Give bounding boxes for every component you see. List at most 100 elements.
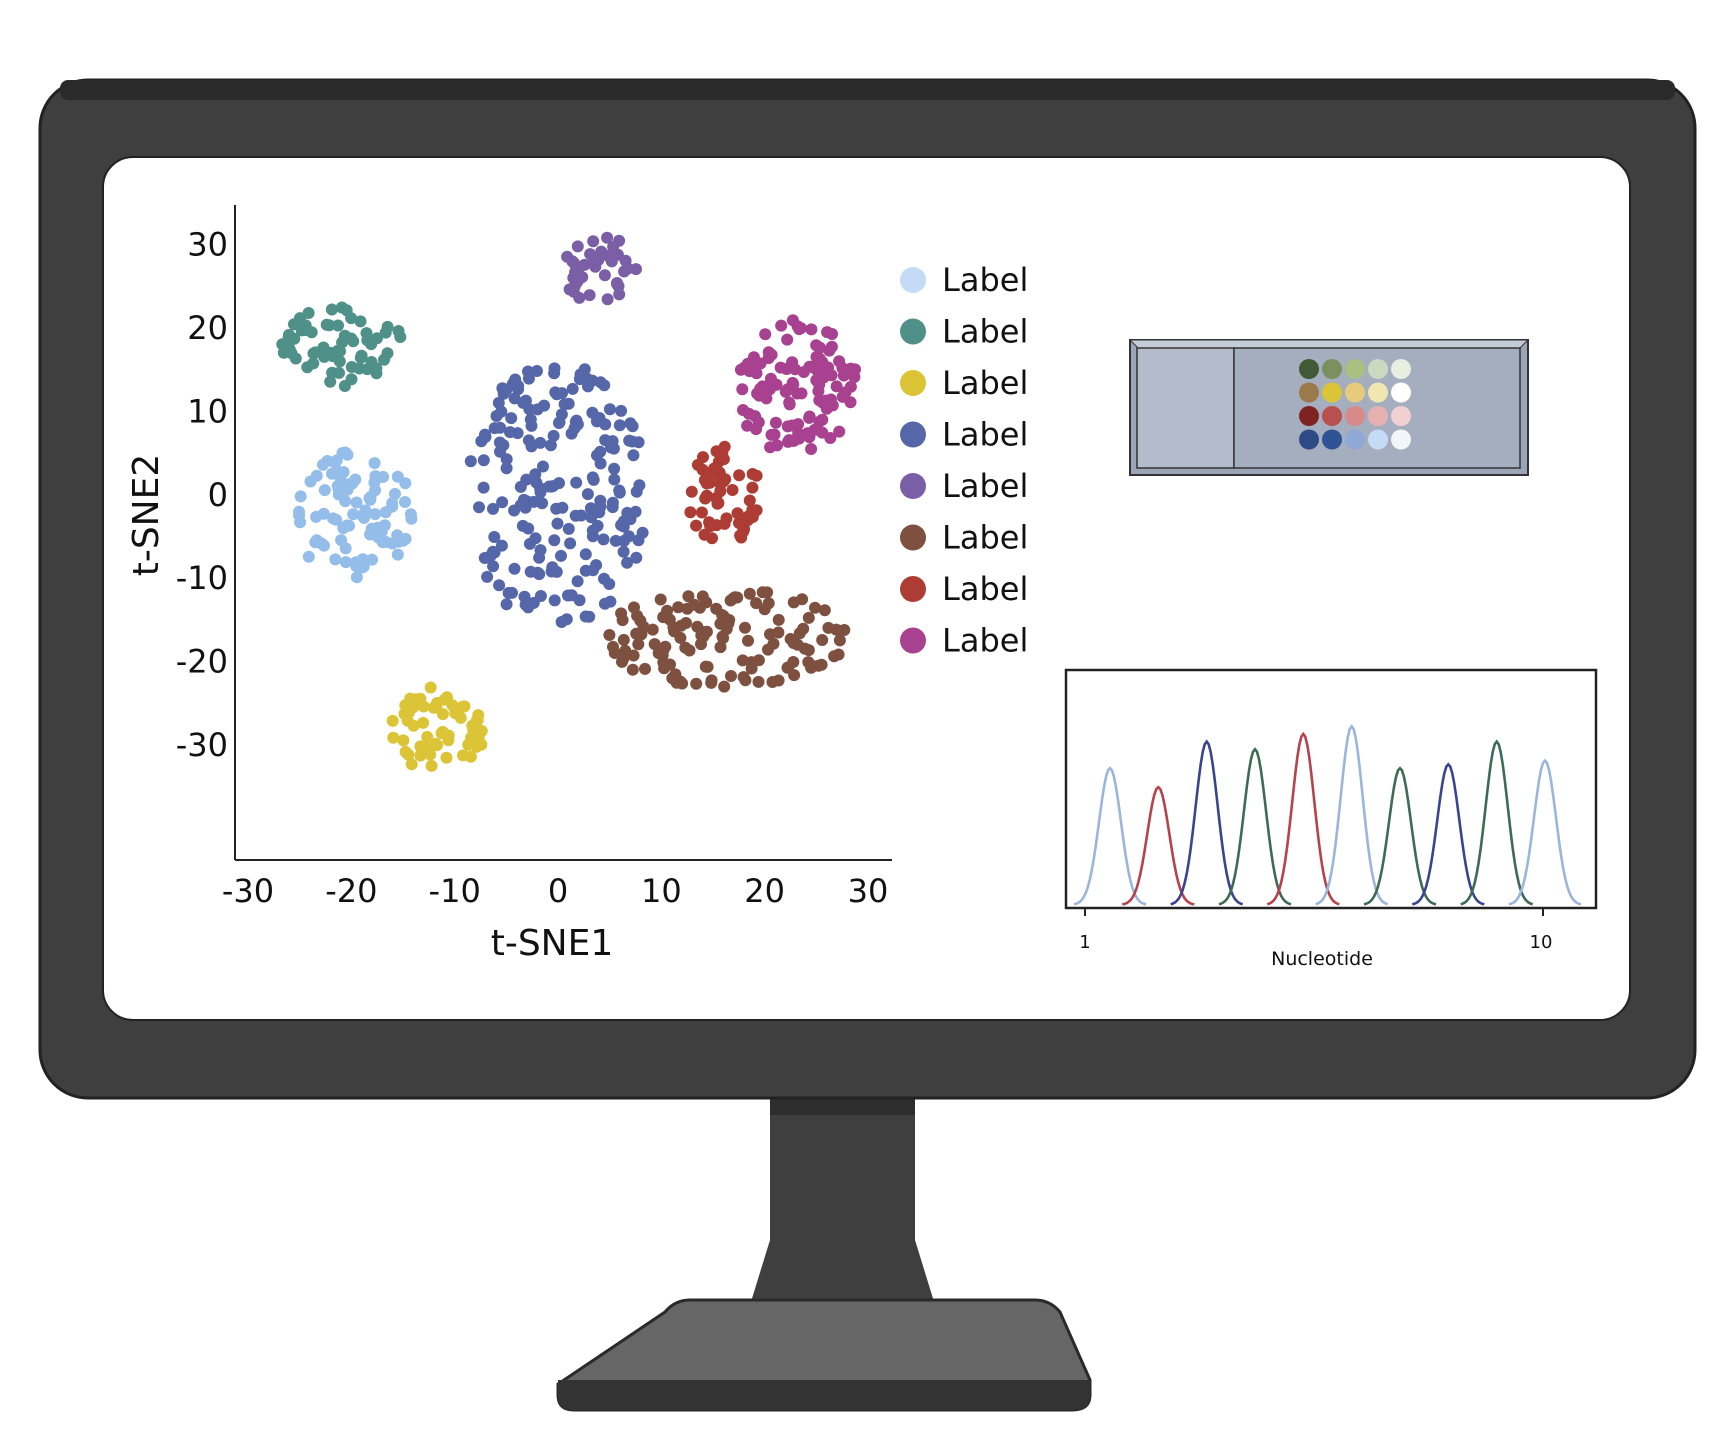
tsne-point-cluster-7 (746, 481, 759, 494)
tsne-point-cluster-4 (571, 575, 584, 588)
y-axis-label: t-SNE2 (126, 454, 167, 577)
legend-swatch (900, 627, 926, 654)
tsne-point-cluster-4 (568, 422, 581, 435)
tsne-point-cluster-4 (544, 439, 557, 452)
tsne-point-cluster-4 (633, 479, 646, 492)
tsne-point-cluster-6 (619, 644, 632, 657)
tsne-point-cluster-4 (581, 488, 594, 501)
tsne-point-cluster-2 (381, 320, 394, 333)
tsne-point-cluster-6 (720, 623, 733, 635)
tsne-point-cluster-8 (774, 361, 787, 374)
tsne-point-cluster-7 (696, 463, 709, 476)
tsne-point-cluster-8 (810, 339, 823, 352)
tsne-point-cluster-4 (477, 481, 490, 494)
tsne-point-cluster-6 (815, 658, 828, 671)
tsne-point-cluster-8 (737, 404, 749, 416)
tsne-point-cluster-8 (785, 419, 798, 432)
tsne-point-cluster-8 (768, 428, 781, 441)
tsne-point-cluster-4 (508, 562, 521, 575)
tsne-point-cluster-1 (369, 484, 382, 497)
y-tick-label: 10 (187, 392, 228, 430)
tsne-point-cluster-8 (844, 396, 857, 409)
plate-well (1391, 359, 1411, 379)
tsne-point-cluster-7 (726, 484, 739, 496)
tsne-point-cluster-6 (828, 650, 841, 663)
tsne-point-cluster-3 (414, 740, 427, 753)
tsne-point-cluster-1 (294, 490, 307, 503)
tsne-point-cluster-8 (826, 399, 839, 412)
legend-label: Label (942, 467, 1028, 505)
tsne-point-cluster-4 (566, 382, 579, 395)
tsne-point-cluster-8 (764, 372, 777, 385)
tsne-point-cluster-8 (769, 416, 782, 429)
tsne-point-cluster-7 (733, 469, 746, 482)
tsne-point-cluster-8 (783, 398, 796, 411)
tsne-point-cluster-4 (516, 519, 529, 532)
tsne-point-cluster-6 (646, 623, 659, 636)
tsne-point-cluster-6 (798, 642, 811, 655)
tsne-point-cluster-1 (349, 473, 362, 486)
tsne-point-cluster-4 (583, 610, 596, 623)
plate-well (1299, 429, 1319, 450)
tsne-point-cluster-1 (304, 475, 317, 488)
tsne-point-cluster-4 (506, 586, 518, 599)
tsne-point-cluster-4 (584, 502, 597, 515)
tsne-point-cluster-5 (601, 293, 614, 306)
tsne-point-cluster-4 (496, 382, 509, 395)
tsne-point-cluster-8 (741, 419, 754, 432)
tsne-point-cluster-6 (639, 662, 651, 675)
tsne-point-cluster-8 (787, 378, 800, 391)
tsne-point-cluster-6 (672, 601, 685, 614)
tsne-point-cluster-2 (305, 326, 318, 339)
tsne-point-cluster-1 (364, 493, 377, 506)
legend-label: Label (942, 416, 1028, 454)
tsne-point-cluster-4 (606, 496, 619, 509)
tsne-point-cluster-4 (613, 484, 626, 497)
tsne-point-cluster-6 (705, 674, 718, 687)
y-tick-label: 30 (187, 226, 228, 264)
tsne-point-cluster-8 (781, 333, 794, 346)
tsne-point-cluster-3 (407, 719, 420, 732)
tsne-point-cluster-3 (402, 748, 415, 761)
x-tick-label: 30 (848, 872, 889, 910)
tsne-point-cluster-6 (742, 634, 754, 647)
tsne-point-cluster-6 (626, 663, 639, 676)
plate-well (1391, 406, 1411, 426)
tsne-point-cluster-1 (350, 560, 363, 572)
tsne-point-cluster-7 (710, 492, 723, 504)
tsne-point-cluster-4 (615, 404, 628, 417)
tsne-point-cluster-6 (717, 632, 730, 644)
y-tick-label: -30 (176, 726, 228, 764)
plate-well (1368, 406, 1388, 426)
tsne-point-cluster-6 (793, 627, 806, 640)
tsne-point-cluster-5 (561, 250, 574, 263)
tsne-point-cluster-8 (751, 387, 764, 400)
tsne-point-cluster-6 (683, 644, 696, 657)
tsne-point-cluster-2 (370, 367, 383, 380)
tsne-point-cluster-6 (603, 629, 616, 641)
tsne-point-cluster-7 (690, 519, 703, 532)
tsne-point-cluster-4 (560, 613, 573, 626)
tsne-point-cluster-6 (816, 634, 829, 646)
tsne-point-cluster-1 (350, 571, 363, 584)
x-axis-label: t-SNE1 (491, 923, 614, 964)
tsne-point-cluster-7 (741, 514, 754, 527)
tsne-point-cluster-8 (791, 387, 804, 400)
tsne-point-cluster-3 (457, 749, 469, 762)
tsne-point-cluster-6 (764, 628, 776, 641)
tsne-point-cluster-1 (368, 457, 381, 470)
plate-well (1345, 429, 1365, 450)
tsne-point-cluster-1 (391, 548, 404, 561)
tsne-point-cluster-4 (548, 594, 561, 607)
tsne-point-cluster-4 (586, 524, 599, 537)
tsne-point-cluster-4 (608, 473, 621, 486)
tsne-point-cluster-4 (487, 560, 500, 573)
tsne-point-cluster-5 (613, 234, 626, 247)
tsne-point-cluster-4 (508, 504, 521, 517)
monitor-stand (556, 1095, 1092, 1412)
tsne-point-cluster-4 (586, 471, 599, 484)
tsne-point-cluster-4 (512, 380, 525, 392)
trace-x-label: Nucleotide (1271, 948, 1373, 970)
tsne-point-cluster-7 (703, 516, 716, 529)
tsne-point-cluster-4 (550, 388, 563, 401)
